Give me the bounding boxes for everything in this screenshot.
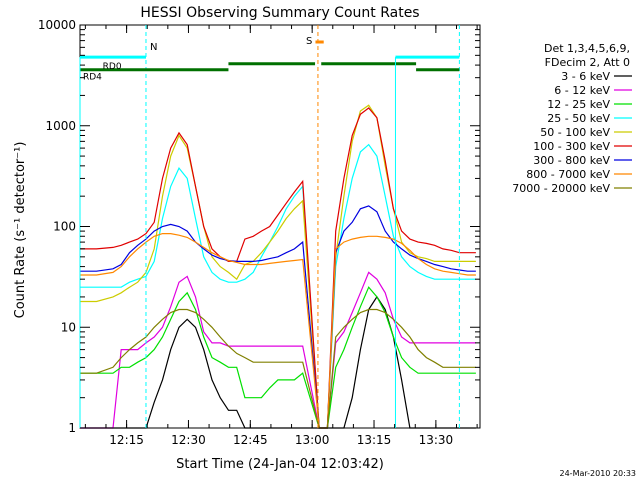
series-line-2 [80,286,476,429]
legend-entry-label: 300 - 800 keV [533,154,610,167]
saa-marker-label: S [306,36,312,47]
night-marker-label: N [150,42,157,53]
x-tick-label: 12:45 [233,433,268,447]
series-line-1 [80,271,476,429]
legend-header-line: FDecim 2, Att 0 [545,56,630,69]
axes: 12:15 12:30 12:45 13:00 13:15 13:30 1 10 100 1000… [38,18,480,447]
x-tick-label: 13:00 [295,433,330,447]
x-tick-label: 12:30 [171,433,206,447]
x-tick-label: 13:15 [357,433,392,447]
y-tick-label: 1 [68,421,76,435]
y-tick-label: 100 [53,220,76,234]
rd0-label: RD0 [103,62,122,72]
x-tick-label: 13:30 [419,433,454,447]
series-line-6 [80,205,476,429]
legend-entry-label: 12 - 25 keV [547,98,610,111]
series-line-3 [80,143,476,429]
x-axis-label: Start Time (24-Jan-04 12:03:42) [176,457,384,472]
chart-title: HESSI Observing Summary Count Rates [140,5,419,21]
series-line-5 [80,107,476,429]
y-tick-label: 1000 [45,119,76,133]
plot-frame [79,24,481,429]
legend-entry-label: 25 - 50 keV [547,112,610,125]
legend-entry-label: 7000 - 20000 keV [512,182,610,195]
legend: Det 1,3,4,5,6,9,FDecim 2, Att 03 - 6 keV… [512,42,632,195]
legend-entry-label: 800 - 7000 keV [526,168,610,181]
series-line-7 [80,233,476,429]
y-axis-label: Count Rate (s⁻¹ detector⁻¹) [13,142,28,319]
plot-area [80,104,476,429]
legend-entry-label: 100 - 300 keV [533,140,610,153]
y-tick-label: 10 [61,320,76,334]
series-line-8 [80,308,476,429]
legend-header-line: Det 1,3,4,5,6,9, [544,42,630,55]
legend-entry-label: 6 - 12 keV [554,84,610,97]
x-tick-label: 12:15 [109,433,144,447]
legend-entry-label: 3 - 6 keV [561,70,610,83]
footer-date: 24-Mar-2010 20:33 [560,469,637,478]
legend-entry-label: 50 - 100 keV [540,126,610,139]
rd4-label: RD4 [83,73,102,83]
y-tick-label: 10000 [38,18,76,32]
